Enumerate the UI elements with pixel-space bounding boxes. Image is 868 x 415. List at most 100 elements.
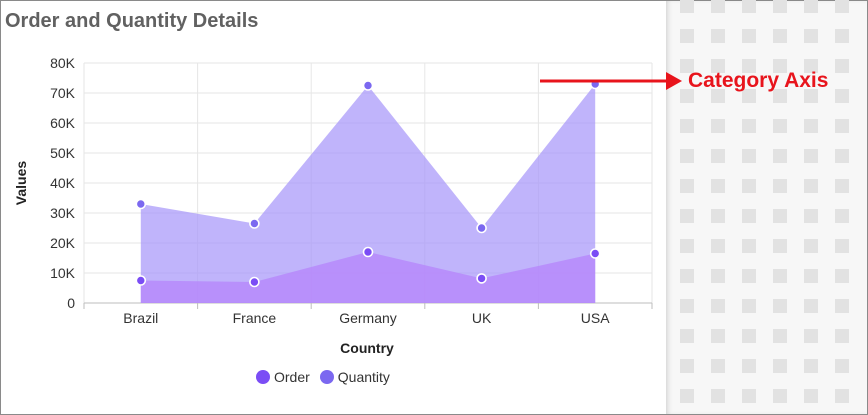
marker-order[interactable] [249,276,260,288]
chart-title: Order and Quantity Details [5,10,259,32]
pattern-tile [835,119,849,133]
pattern-tile [680,389,694,403]
pattern-tile [835,359,849,373]
x-tick-label: Germany [339,310,397,326]
pattern-tile [773,179,787,193]
legend-label-order: Order [274,369,310,385]
category-axis-annotation: Category Axis [688,69,829,92]
pattern-tile [742,29,756,43]
marker-quantity[interactable] [249,218,260,229]
x-axis-title: Country [340,340,394,356]
pattern-tile [711,119,725,133]
area-chart[interactable]: 0 10K 20K 30K 40K 50K 60K 70K 80K Brazil France Ger… [0,0,665,415]
legend-swatch-quantity [319,370,334,384]
pattern-tile [773,299,787,313]
pattern-tile [804,269,818,283]
legend-item-order[interactable]: Order [256,369,310,385]
pattern-tile [680,119,694,133]
pattern-tile [773,389,787,403]
pattern-tile [680,269,694,283]
pattern-tile [835,269,849,283]
pattern-tile [742,359,756,373]
annotation-arrow [540,72,682,90]
x-tick-label: USA [581,310,610,326]
pattern-tile [835,59,849,73]
pattern-tile [835,0,849,13]
pattern-tile [742,389,756,403]
pattern-tile [835,239,849,253]
pattern-tile [680,179,694,193]
pattern-tile [773,59,787,73]
pattern-tile [711,299,725,313]
marker-order[interactable] [362,246,374,258]
marker-order[interactable] [476,273,487,284]
pattern-tile [711,269,725,283]
pattern-tile [773,359,787,373]
pattern-tile [804,89,818,103]
pattern-tile [742,89,756,103]
pattern-tile [804,149,818,163]
pattern-tile [742,0,756,13]
pattern-tile [680,149,694,163]
pattern-tile [835,29,849,43]
pattern-tile [711,29,725,43]
pattern-tile [680,239,694,253]
pattern-tile [742,179,756,193]
pattern-tile [804,359,818,373]
pattern-tile [835,179,849,193]
marker-order[interactable] [135,275,147,286]
pattern-tile [711,239,725,253]
x-tick-label: UK [472,310,492,326]
arrow-head [666,72,682,90]
pattern-tile [711,209,725,223]
pattern-tile [742,299,756,313]
pattern-tile [680,89,694,103]
pattern-tile [804,179,818,193]
y-tick-label: 10K [50,265,76,281]
marker-quantity[interactable] [476,222,487,234]
pattern-tile [773,209,787,223]
pattern-tile [773,269,787,283]
pattern-tile [773,89,787,103]
area-quantity[interactable] [140,84,596,303]
marker-quantity[interactable] [362,80,374,91]
pattern-tile [680,59,694,73]
pattern-tile [804,0,818,13]
pattern-tile [835,389,849,403]
pattern-tile [804,209,818,223]
y-tick-label: 30K [50,205,76,221]
x-tick-label: France [233,310,277,326]
pattern-tile [680,209,694,223]
pattern-tile [711,0,725,13]
y-tick-label: 50K [50,145,76,161]
y-tick-label: 80K [50,55,76,71]
pattern-tile [742,119,756,133]
pattern-tile [773,119,787,133]
y-tick-label: 60K [50,115,76,131]
pattern-tile [742,239,756,253]
marker-quantity[interactable] [135,198,147,210]
area-order[interactable] [140,252,596,303]
pattern-tile [835,329,849,343]
pattern-tile [835,149,849,163]
pattern-tile [742,59,756,73]
pattern-tile [804,119,818,133]
y-tick-label: 0 [67,295,75,311]
y-axis-title: Values [13,161,29,206]
pattern-tile [804,299,818,313]
pattern-tile [804,389,818,403]
pattern-tile [804,239,818,253]
pattern-tile [742,329,756,343]
pattern-tile [711,329,725,343]
pattern-tile [804,329,818,343]
pattern-tile [680,299,694,313]
pattern-tile [804,29,818,43]
pattern-tile [773,29,787,43]
legend-item-quantity[interactable]: Quantity [319,369,390,385]
side-pattern-panel [666,1,867,414]
marker-order[interactable] [589,248,601,259]
pattern-tile [773,329,787,343]
pattern-tile [680,359,694,373]
pattern-tile [711,389,725,403]
tile-pattern [680,0,849,403]
